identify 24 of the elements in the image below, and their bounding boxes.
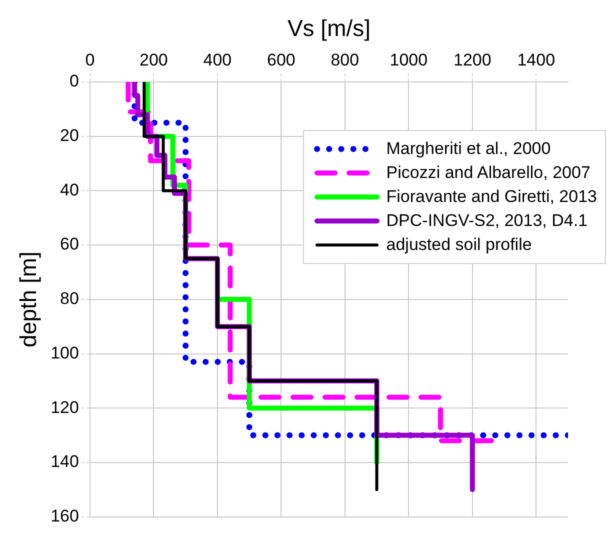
legend-label: Margheriti et al., 2000 [386,138,551,160]
y-tick-label: 100 [50,343,79,362]
y-tick-label: 20 [60,126,79,146]
y-tick-label: 40 [60,180,79,200]
legend-label: Picozzi and Albarello, 2007 [386,162,590,184]
y-tick-label: 140 [50,452,79,472]
x-tick-label: 1000 [390,50,428,70]
legend-label: adjusted soil profile [386,234,532,256]
x-tick-label: 600 [266,50,296,70]
x-tick-label: 400 [203,50,232,70]
x-tick-label: 0 [85,50,95,70]
legend-label: Fioravante and Giretti, 2013 [386,186,597,208]
y-tick-label: 80 [60,289,79,308]
x-tick-label: 1400 [517,50,556,70]
y-tick-label: 0 [69,72,79,91]
y-axis-title: depth [m] [15,251,42,348]
y-tick-label: 160 [50,506,79,526]
y-tick-label: 60 [60,234,79,254]
x-tick-label: 800 [330,50,360,70]
x-tick-label: 1200 [453,50,492,70]
x-tick-label: 200 [140,50,168,70]
x-axis-title: Vs [m/s] [287,15,371,42]
y-tick-label: 120 [50,398,79,417]
legend-label: DPC-INGV-S2, 2013, D4.1 [386,210,588,232]
